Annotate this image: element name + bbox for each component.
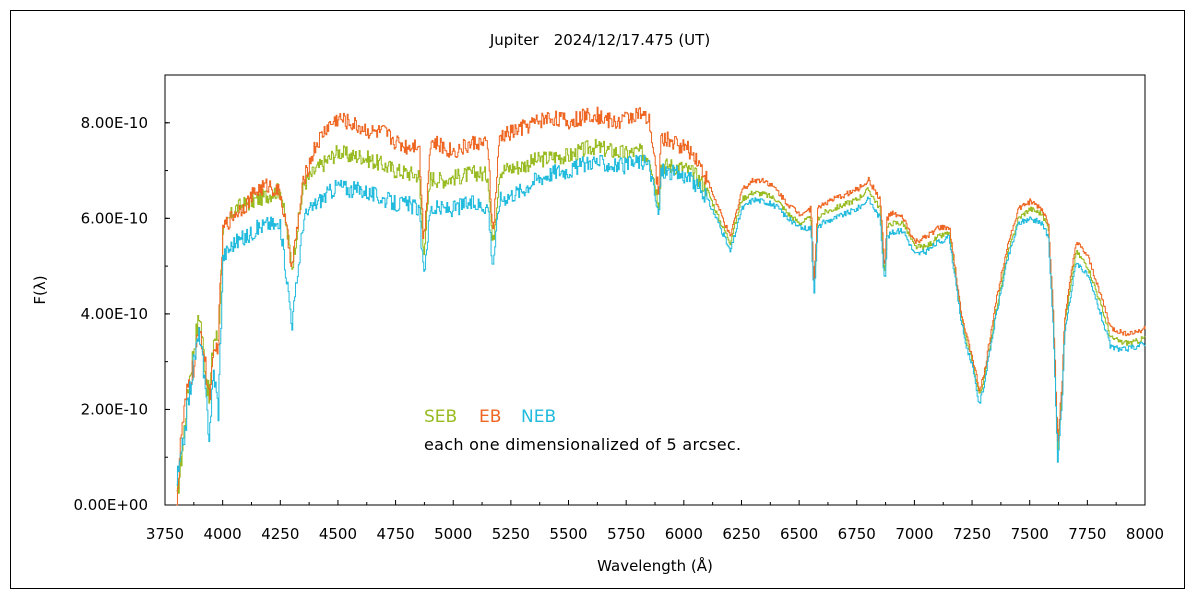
- chart-frame: [10, 10, 1185, 589]
- chart-title: Jupiter 2024/12/17.475 (UT): [489, 31, 710, 49]
- x-tick-label: 5250: [492, 525, 530, 543]
- x-tick-label: 6000: [665, 525, 703, 543]
- x-tick-label: 4750: [376, 525, 414, 543]
- x-tick-label: 8000: [1126, 525, 1164, 543]
- x-tick-label: 6500: [780, 525, 818, 543]
- series-group: [176, 106, 1146, 506]
- series-line-neb: [176, 154, 1146, 486]
- x-tick-label: 7750: [1068, 525, 1106, 543]
- x-tick-label: 7250: [953, 525, 991, 543]
- x-tick-label: 3750: [146, 525, 184, 543]
- y-tick-label: 6.00E-10: [81, 209, 148, 227]
- x-tick-label: 4000: [204, 525, 242, 543]
- y-axis: 0.00E+00 2.00E-10 4.00E-10 6.00E-10 8.00E-10: [73, 74, 170, 514]
- y-tick-label: 2.00E-10: [81, 400, 148, 418]
- x-tick-label: 6750: [838, 525, 876, 543]
- y-tick-label: 8.00E-10: [81, 114, 148, 132]
- x-tick-label: 4500: [319, 525, 357, 543]
- legend-entry-neb: NEB: [521, 407, 556, 427]
- y-tick-label: 0.00E+00: [73, 496, 148, 514]
- x-tick-label: 5500: [549, 525, 587, 543]
- legend-entry-seb: SEB: [424, 407, 457, 427]
- x-tick-label: 6250: [722, 525, 760, 543]
- x-tick-label: 5000: [434, 525, 472, 543]
- series-line-eb: [176, 106, 1146, 506]
- x-axis: 3750 4000 4250 4500 4750 5000 5250 5500 5750 6000…: [146, 500, 1164, 543]
- x-tick-label: 5750: [607, 525, 645, 543]
- legend-entry-eb: EB: [479, 407, 501, 427]
- y-tick-label: 4.00E-10: [81, 305, 148, 323]
- x-tick-label: 4250: [261, 525, 299, 543]
- x-tick-label: 7000: [895, 525, 933, 543]
- x-axis-label: Wavelength (Å): [597, 556, 713, 575]
- annotation-note: each one dimensionalized of 5 arcsec.: [424, 435, 741, 454]
- y-axis-label: F(λ): [31, 275, 49, 304]
- legend: SEB EB NEB: [424, 407, 556, 427]
- x-tick-label: 7500: [1011, 525, 1049, 543]
